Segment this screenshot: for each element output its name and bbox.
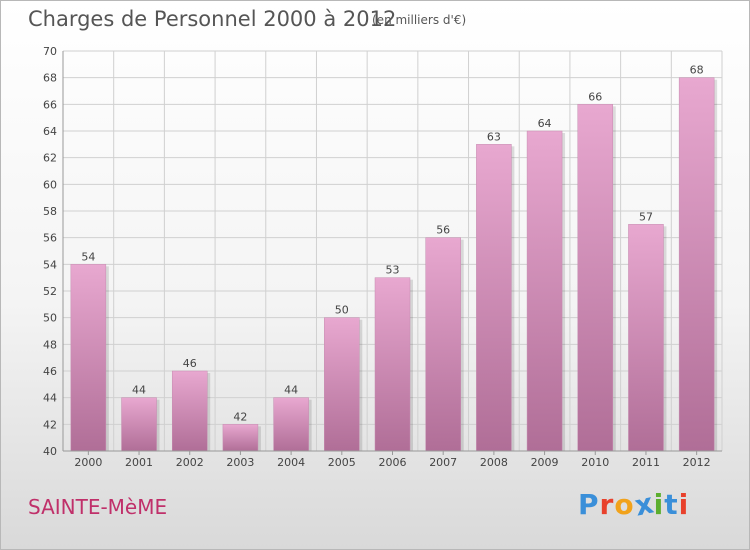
bar-value-label: 50 xyxy=(335,304,349,317)
x-tick-label: 2010 xyxy=(581,456,609,469)
bar-2007 xyxy=(425,237,461,452)
y-tick-label: 54 xyxy=(43,258,57,271)
bar-2010 xyxy=(577,104,614,452)
logo-letter: o xyxy=(614,488,635,521)
x-tick-label: 2005 xyxy=(328,456,356,469)
bar-value-label: 63 xyxy=(487,130,501,143)
x-tick-label: 2004 xyxy=(277,456,305,469)
axes: 40 42 44 46 48 50 52 54 56 58 60 62 64 66 68 70 54 2000 44… xyxy=(43,45,722,469)
bar-2004 xyxy=(273,397,309,452)
bar-2008 xyxy=(476,144,512,452)
x-tick-label: 2007 xyxy=(429,456,457,469)
y-tick-label: 68 xyxy=(43,72,57,85)
y-tick-label: 48 xyxy=(43,338,57,351)
x-tick-label: 2006 xyxy=(379,456,407,469)
bar-value-label: 56 xyxy=(436,224,450,237)
chart-title: Charges de Personnel 2000 à 2012 xyxy=(28,7,397,31)
logo-letter: i xyxy=(653,488,665,521)
x-tick-label: 2009 xyxy=(531,456,559,469)
y-tick-label: 52 xyxy=(43,285,57,298)
bar-2006 xyxy=(374,277,411,452)
bar-2011 xyxy=(628,224,664,452)
bar-2001 xyxy=(121,397,157,452)
y-tick-label: 58 xyxy=(43,205,57,218)
bars xyxy=(70,77,718,452)
x-tick-label: 2003 xyxy=(226,456,254,469)
bar-2000 xyxy=(70,264,107,452)
location-name: SAINTE-MèME xyxy=(28,495,168,519)
bar-value-label: 68 xyxy=(690,64,704,77)
bar-2012 xyxy=(678,77,715,452)
proxiti-logo[interactable]: Proxiti xyxy=(578,486,690,522)
y-tick-label: 40 xyxy=(43,445,57,458)
y-tick-label: 60 xyxy=(43,178,57,191)
bar-2002 xyxy=(171,370,208,452)
y-tick-label: 42 xyxy=(43,418,57,431)
bar-value-label: 57 xyxy=(639,210,653,223)
bar-2005 xyxy=(324,317,360,452)
y-tick-label: 70 xyxy=(43,45,57,58)
bar-value-label: 44 xyxy=(132,384,146,397)
chart-subtitle: (en milliers d'€) xyxy=(372,13,467,27)
y-tick-label: 50 xyxy=(43,312,57,325)
bar-2009 xyxy=(526,130,563,452)
logo-letter: r xyxy=(599,488,615,521)
bar-value-label: 46 xyxy=(183,357,197,370)
bar-value-label: 42 xyxy=(233,410,247,423)
bar-value-label: 44 xyxy=(284,384,298,397)
x-tick-label: 2012 xyxy=(683,456,711,469)
bar-value-label: 54 xyxy=(81,250,95,263)
y-tick-label: 44 xyxy=(43,392,57,405)
x-tick-label: 2008 xyxy=(480,456,508,469)
bar-value-label: 53 xyxy=(386,264,400,277)
y-tick-label: 46 xyxy=(43,365,57,378)
y-tick-label: 64 xyxy=(43,125,57,138)
logo-letter: P xyxy=(578,488,600,521)
bar-value-label: 66 xyxy=(588,90,602,103)
logo-letter: i xyxy=(678,488,690,521)
x-tick-label: 2001 xyxy=(125,456,153,469)
logo-letter: t xyxy=(664,488,679,521)
x-tick-label: 2002 xyxy=(176,456,204,469)
y-tick-label: 66 xyxy=(43,98,57,111)
y-tick-label: 62 xyxy=(43,152,57,165)
bar-value-label: 64 xyxy=(538,117,552,130)
x-tick-label: 2011 xyxy=(632,456,660,469)
x-tick-label: 2000 xyxy=(74,456,102,469)
y-tick-label: 56 xyxy=(43,232,57,245)
bar-2003 xyxy=(222,424,259,452)
